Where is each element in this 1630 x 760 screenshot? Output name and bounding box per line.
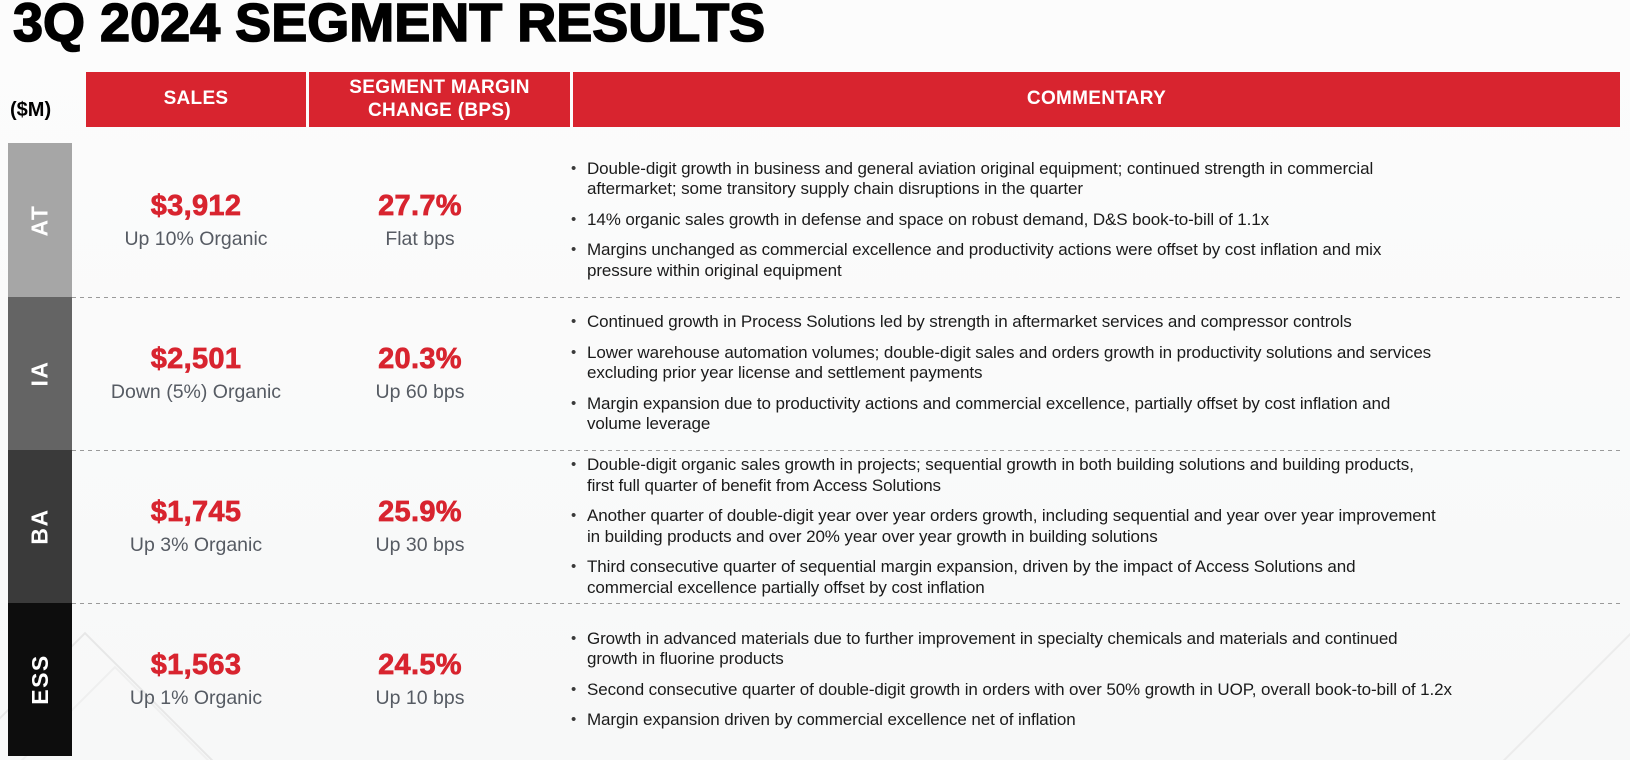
commentary-list-ba: Double-digit organic sales growth in pro… [570, 450, 1622, 603]
commentary-bullet: Continued growth in Process Solutions le… [570, 312, 1622, 333]
margin-note: Up 30 bps [375, 534, 465, 556]
commentary-bullet: Margin expansion due to productivity act… [570, 394, 1622, 435]
commentary-bullet: Lower warehouse automation volumes; doub… [570, 343, 1622, 384]
commentary-text: Margin expansion driven by commercial ex… [587, 710, 1076, 729]
commentary-text: 14% organic sales growth in defense and … [587, 209, 1270, 229]
margin-note: Up 60 bps [375, 381, 465, 403]
margin-value: 27.7% [378, 189, 462, 222]
margin-cell-at: 27.7% Flat bps [309, 143, 531, 297]
commentary-text: Second consecutive quarter of double-dig… [587, 679, 1452, 699]
commentary-bullet: Double-digit organic sales growth in pro… [570, 455, 1622, 496]
commentary-bullet: Third consecutive quarter of sequential … [570, 557, 1622, 598]
sales-cell-ess: $1,563 Up 1% Organic [86, 603, 306, 756]
segment-row-ess: ESS $1,563 Up 1% Organic 24.5% Up 10 bps… [0, 603, 1630, 756]
margin-cell-ess: 24.5% Up 10 bps [309, 603, 531, 756]
segment-label-ia: IA [26, 360, 53, 387]
row-separator [72, 450, 1620, 451]
column-header-sales: SALES [86, 72, 306, 127]
commentary-bullet: Margins unchanged as commercial excellen… [570, 240, 1622, 281]
column-header-margin: SEGMENT MARGIN CHANGE (BPS) [309, 72, 570, 127]
commentary-text: Margin expansion due to productivity act… [587, 393, 1391, 434]
commentary-list-ess: Growth in advanced materials due to furt… [570, 603, 1622, 756]
sales-cell-at: $3,912 Up 10% Organic [86, 143, 306, 297]
sales-cell-ia: $2,501 Down (5%) Organic [86, 297, 306, 450]
margin-value: 20.3% [378, 343, 462, 376]
sales-value: $3,912 [150, 189, 242, 222]
commentary-text: Continued growth in Process Solutions le… [587, 312, 1352, 332]
segment-row-ia: IA $2,501 Down (5%) Organic 20.3% Up 60 … [0, 297, 1630, 450]
sales-value: $1,745 [150, 496, 242, 529]
page-title: 3Q 2024 SEGMENT RESULTS [12, 0, 766, 54]
sales-note: Up 1% Organic [129, 687, 263, 709]
margin-cell-ba: 25.9% Up 30 bps [309, 450, 531, 603]
margin-value: 24.5% [378, 649, 462, 682]
commentary-text: Double-digit growth in business and gene… [587, 158, 1374, 199]
commentary-text: Lower warehouse automation volumes; doub… [587, 342, 1432, 383]
segment-label-box-at: AT [8, 143, 72, 297]
commentary-bullet: Second consecutive quarter of double-dig… [570, 680, 1622, 701]
commentary-bullet: 14% organic sales growth in defense and … [570, 210, 1622, 231]
column-header-commentary: COMMENTARY [573, 72, 1620, 127]
segment-label-box-ess: ESS [8, 603, 72, 756]
sales-note: Down (5%) Organic [110, 381, 282, 403]
row-separator [72, 603, 1620, 604]
margin-note: Flat bps [385, 227, 455, 250]
margin-value: 25.9% [378, 496, 462, 529]
row-separator [72, 297, 1620, 298]
segment-label-box-ba: BA [8, 450, 72, 603]
segment-label-ess: ESS [26, 654, 53, 705]
sales-value: $1,563 [150, 649, 242, 682]
commentary-list-at: Double-digit growth in business and gene… [570, 143, 1622, 297]
commentary-text: Double-digit organic sales growth in pro… [587, 455, 1414, 495]
commentary-bullet: Growth in advanced materials due to furt… [570, 629, 1622, 670]
segment-row-at: AT $3,912 Up 10% Organic 27.7% Flat bps … [0, 143, 1630, 297]
segment-label-at: AT [26, 204, 53, 236]
commentary-list-ia: Continued growth in Process Solutions le… [570, 297, 1622, 450]
commentary-text: Another quarter of double-digit year ove… [587, 506, 1436, 546]
commentary-bullet: Double-digit growth in business and gene… [570, 159, 1622, 200]
commentary-bullet: Another quarter of double-digit year ove… [570, 506, 1622, 547]
unit-label: ($M) [10, 99, 52, 121]
commentary-text: Growth in advanced materials due to furt… [587, 628, 1398, 669]
sales-note: Up 10% Organic [124, 227, 268, 250]
sales-value: $2,501 [150, 343, 242, 376]
commentary-bullet: Margin expansion driven by commercial ex… [570, 710, 1622, 731]
sales-cell-ba: $1,745 Up 3% Organic [86, 450, 306, 603]
commentary-text: Third consecutive quarter of sequential … [587, 557, 1356, 597]
commentary-text: Margins unchanged as commercial excellen… [587, 240, 1382, 280]
margin-note: Up 10 bps [375, 687, 465, 709]
segment-row-ba: BA $1,745 Up 3% Organic 25.9% Up 30 bps … [0, 450, 1630, 603]
segment-label-box-ia: IA [8, 297, 72, 450]
margin-cell-ia: 20.3% Up 60 bps [309, 297, 531, 450]
sales-note: Up 3% Organic [129, 534, 263, 556]
segment-label-ba: BA [26, 508, 53, 545]
